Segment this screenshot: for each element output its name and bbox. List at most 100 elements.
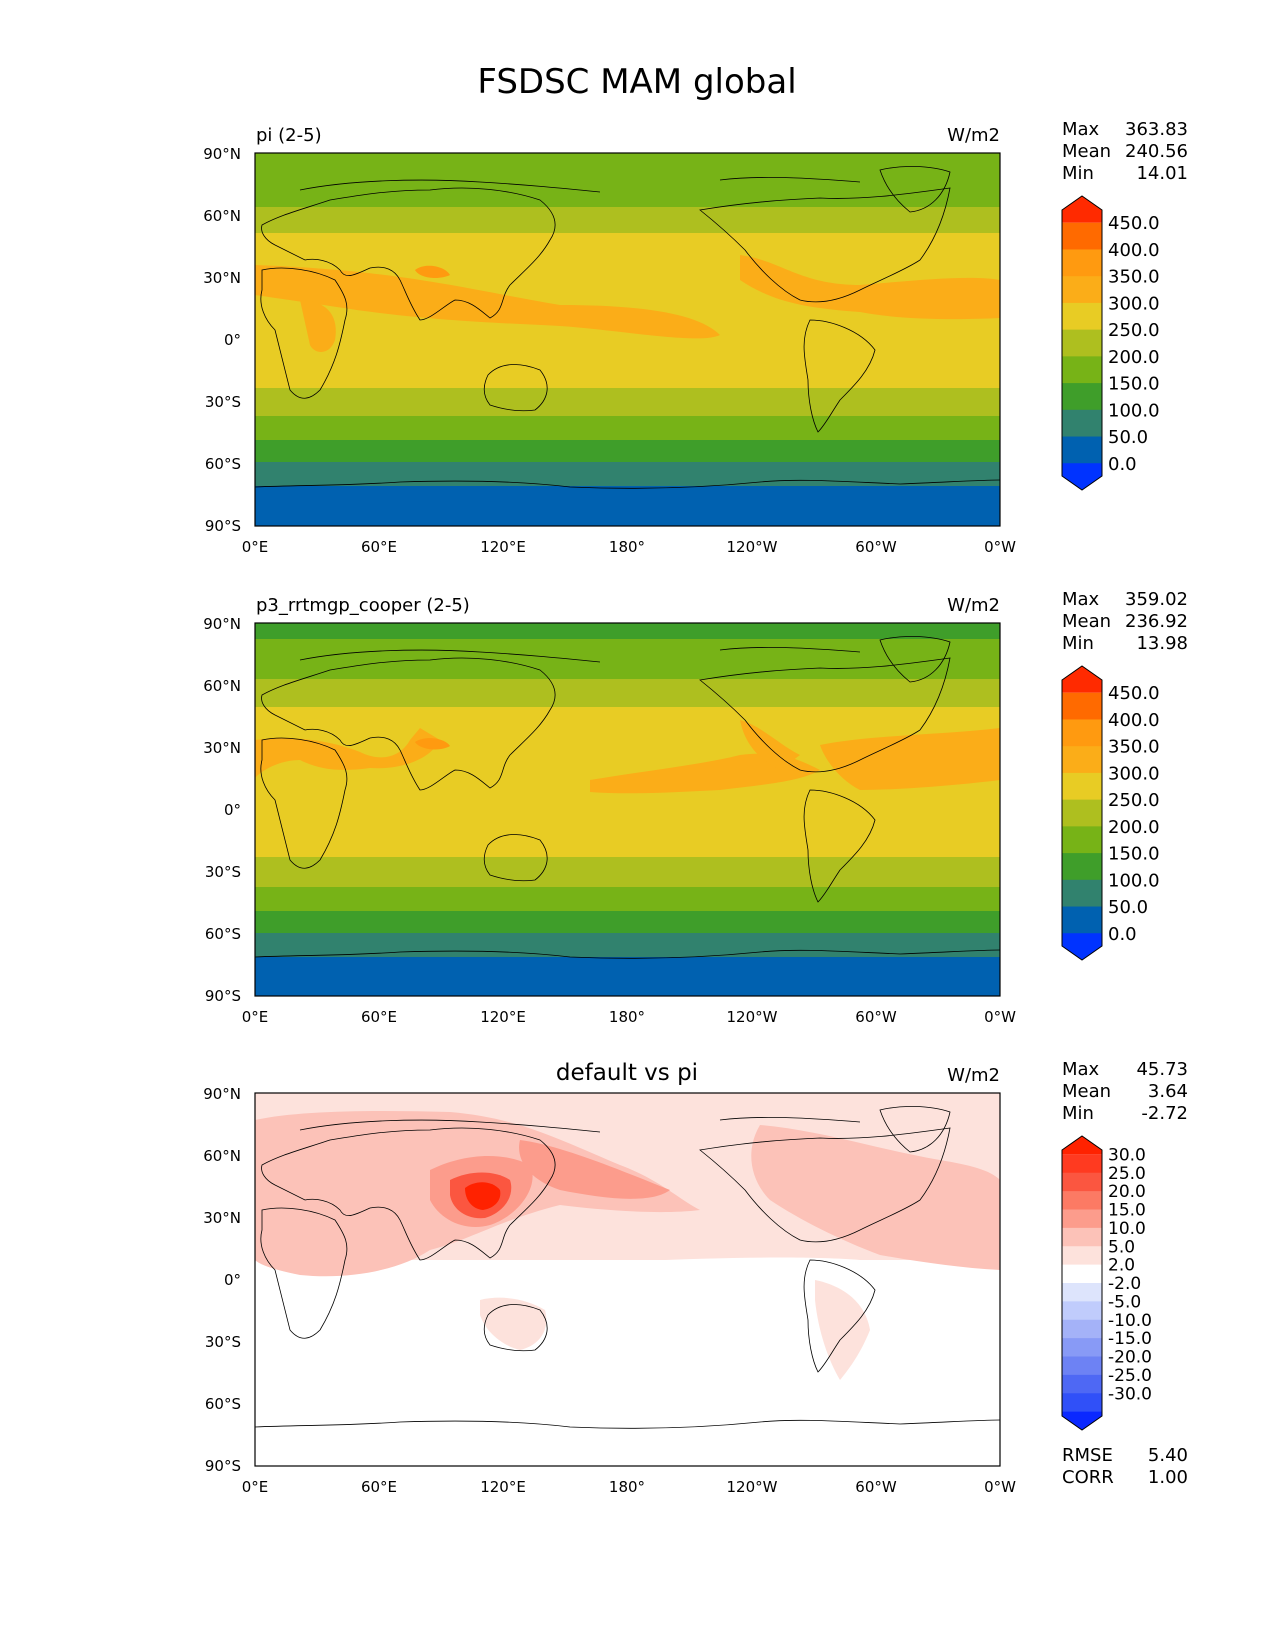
lon-tick: 120°E — [480, 1478, 526, 1496]
colorbar-segment — [1062, 1172, 1102, 1192]
lat-tick: 0° — [224, 1271, 241, 1289]
stat-value: 13.98 — [1136, 633, 1188, 654]
colorbar-tick-label: 300.0 — [1108, 763, 1160, 784]
lon-tick: 60°E — [361, 538, 397, 556]
coast-greenland — [879, 1106, 951, 1153]
colorbar-segment — [1062, 463, 1102, 490]
colorbar-segment — [1062, 746, 1102, 774]
coast-eurasia — [261, 1127, 556, 1261]
coast-africa — [260, 737, 348, 869]
coast-australia — [483, 1304, 548, 1352]
lat-tick-labels-2: 90°N 60°N 30°N 0° 30°S 60°S 90°S — [203, 615, 241, 1005]
lon-tick: 60°W — [855, 1478, 897, 1496]
lat-tick: 30°N — [203, 1209, 241, 1227]
colorbar-tick-label: 300.0 — [1108, 293, 1160, 314]
colorbar-segment — [1062, 329, 1102, 357]
stat-value: 236.92 — [1125, 611, 1188, 632]
pink-region-eastpacific — [751, 1125, 1000, 1270]
colorbar-2: 450.0 400.0 350.0 300.0 250.0 200.0 150.0 100.0… — [1061, 665, 1160, 961]
coast-antarctica — [255, 479, 1000, 489]
lon-tick: 60°W — [855, 1008, 897, 1026]
lat-tick: 90°S — [205, 517, 241, 535]
stat-value: 359.02 — [1125, 589, 1188, 610]
colorbar-segment — [1062, 666, 1102, 693]
coast-antarctica — [255, 1419, 1000, 1429]
lon-tick: 180° — [609, 538, 645, 556]
orange-region-eastpacific — [740, 255, 1000, 320]
coast-north-america — [699, 657, 951, 773]
map-1 — [255, 153, 1000, 526]
colorbar-outline — [1061, 195, 1103, 491]
colorbar-segment — [1062, 692, 1102, 720]
band-south-mid — [255, 388, 1000, 416]
map-frame-3 — [254, 1092, 1001, 1467]
lon-tick: 0°E — [242, 1478, 269, 1496]
colorbar-segment — [1062, 302, 1102, 331]
lon-tick: 0°W — [984, 538, 1016, 556]
colorbar-segment — [1062, 1246, 1102, 1266]
colorbar-segment — [1062, 1338, 1102, 1357]
stat-label: Mean — [1062, 141, 1111, 162]
map-3 — [255, 1093, 1000, 1466]
stat-label: Mean — [1062, 1081, 1111, 1102]
colorbar-tick-label: 350.0 — [1108, 737, 1160, 758]
band-north-mid — [255, 207, 1000, 233]
lat-tick: 60°S — [205, 455, 241, 473]
coast-south-america — [803, 1259, 876, 1373]
colorbar-segment — [1062, 826, 1102, 854]
colorbar-segment — [1062, 383, 1102, 411]
colorbar-segment — [1062, 222, 1102, 250]
stats-1: Max 363.83 Mean 240.56 Min 14.01 — [1062, 119, 1188, 184]
orange-region-africa — [300, 300, 336, 352]
band-antarctic — [255, 957, 1000, 996]
stats-3: Max 45.73 Mean 3.64 Min -2.72 — [1062, 1059, 1188, 1124]
colorbar-tick-label: 350.0 — [1108, 267, 1160, 288]
colorbar-1: 450.0 400.0 350.0 300.0 250.0 200.0 150.0 100.0… — [1061, 195, 1160, 491]
colorbar-tick-label: 15.0 — [1108, 1201, 1146, 1221]
lon-tick: 0°W — [984, 1008, 1016, 1026]
colorbar-tick-label: 400.0 — [1108, 710, 1160, 731]
colorbar-segment — [1062, 719, 1102, 747]
colorbar-segment — [1062, 1356, 1102, 1376]
lat-tick: 0° — [224, 801, 241, 819]
colorbar-outline — [1061, 665, 1103, 961]
error-metrics: RMSE 5.40 CORR 1.00 — [1062, 1445, 1188, 1488]
lat-tick: 90°N — [203, 1085, 241, 1103]
lat-tick: 60°N — [203, 207, 241, 225]
colorbar-tick-label: 5.0 — [1108, 1237, 1135, 1257]
lat-tick: 90°N — [203, 145, 241, 163]
band-north-polar — [255, 623, 1000, 639]
lon-tick: 0°E — [242, 1008, 269, 1026]
lon-tick: 180° — [609, 1478, 645, 1496]
colorbar-segment — [1062, 276, 1102, 304]
figure-title: FSDSC MAM global — [477, 62, 796, 102]
colorbar-tick-label: 50.0 — [1108, 427, 1148, 448]
lon-tick: 120°E — [480, 538, 526, 556]
pink-region-australia — [480, 1297, 547, 1350]
colorbar-segment — [1062, 906, 1102, 934]
colorbar-segment — [1062, 1227, 1102, 1247]
panel-title-left: p3_rrtmgp_cooper (2-5) — [256, 595, 470, 616]
colorbar-tick-label: 250.0 — [1108, 320, 1160, 341]
colorbar-tick-label: 0.0 — [1108, 924, 1137, 945]
stat-label: Max — [1062, 589, 1100, 610]
lon-tick: 120°W — [727, 1478, 778, 1496]
lon-tick: 60°W — [855, 538, 897, 556]
colorbar-tick-label: 10.0 — [1108, 1219, 1146, 1239]
lon-tick: 0°E — [242, 538, 269, 556]
colorbar-tick-label: 20.0 — [1108, 1182, 1146, 1202]
colorbar-outline — [1061, 1135, 1103, 1431]
stat-value: 3.64 — [1148, 1081, 1188, 1102]
white-region-tropics — [255, 1257, 1000, 1466]
orange-region-pacific — [255, 265, 720, 339]
panel-3: default vs pi W/m2 90°N 60°N 30°N 0° 30°… — [203, 1059, 1188, 1496]
colorbar-3: 30.025.020.015.010.05.02.0-2.0-5.0-10.0-… — [1061, 1135, 1152, 1431]
coast-arctic — [299, 647, 861, 663]
colorbar-tick-label: -30.0 — [1108, 1384, 1152, 1404]
colorbar-tick-label: 100.0 — [1108, 400, 1160, 421]
lat-tick: 30°S — [205, 393, 241, 411]
salmon-region-northpacific — [519, 1140, 670, 1199]
colorbar-tick-label: -2.0 — [1108, 1274, 1141, 1294]
corr-label: CORR — [1062, 1467, 1114, 1488]
colorbar-tick-label: 450.0 — [1108, 683, 1160, 704]
